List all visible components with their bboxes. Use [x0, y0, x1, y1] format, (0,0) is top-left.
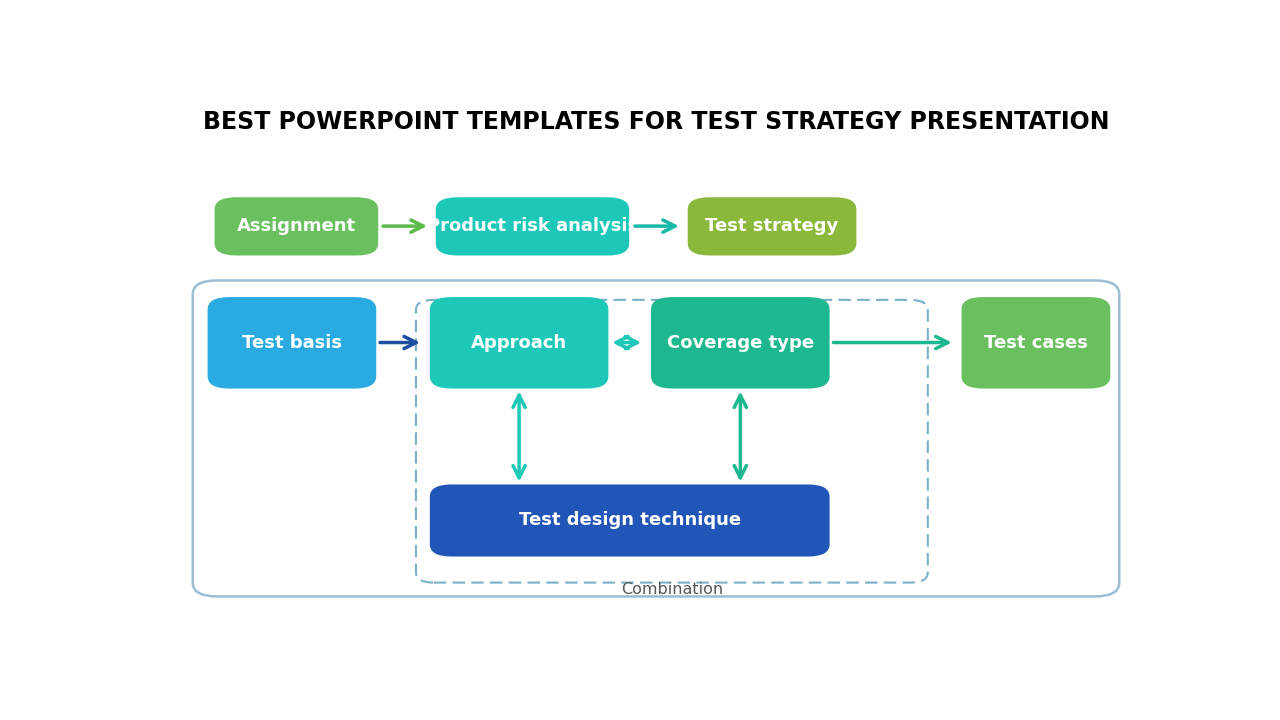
Text: BEST POWERPOINT TEMPLATES FOR TEST STRATEGY PRESENTATION: BEST POWERPOINT TEMPLATES FOR TEST STRAT… [202, 110, 1110, 135]
FancyBboxPatch shape [430, 297, 608, 389]
FancyBboxPatch shape [687, 197, 856, 256]
FancyBboxPatch shape [652, 297, 829, 389]
Text: Combination: Combination [621, 582, 723, 598]
Text: Product risk analysis: Product risk analysis [428, 217, 637, 235]
FancyBboxPatch shape [430, 485, 829, 557]
Text: Approach: Approach [471, 334, 567, 352]
FancyBboxPatch shape [207, 297, 376, 389]
Text: Test strategy: Test strategy [705, 217, 838, 235]
Text: Test cases: Test cases [984, 334, 1088, 352]
Text: Test design technique: Test design technique [518, 511, 741, 529]
Text: Test basis: Test basis [242, 334, 342, 352]
FancyBboxPatch shape [435, 197, 630, 256]
Text: Coverage type: Coverage type [667, 334, 814, 352]
Text: Assignment: Assignment [237, 217, 356, 235]
FancyBboxPatch shape [215, 197, 379, 256]
FancyBboxPatch shape [961, 297, 1110, 389]
